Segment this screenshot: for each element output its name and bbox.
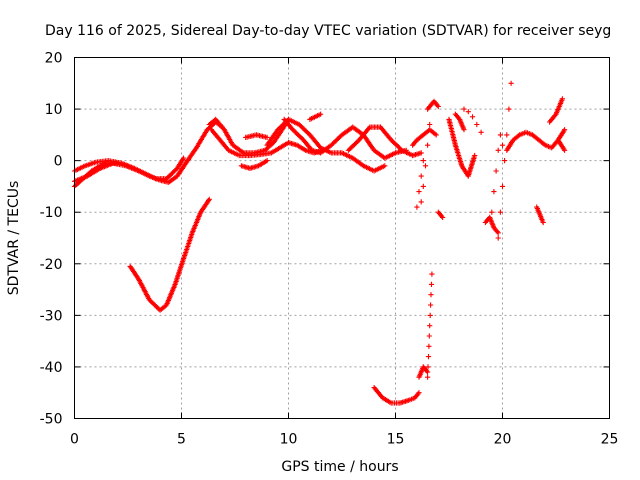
series-track-w [435,209,446,220]
x-tick-label: 25 [601,432,619,448]
series-track-g [238,158,270,171]
series-track-r [418,121,433,205]
series-track-k [307,111,324,122]
series-track-u [452,111,467,133]
axes: 0 5 10 15 20 25 -50 -40 -30 -20 -10 0 10 20 [40,51,619,448]
y-tick-label: -30 [40,308,63,324]
plus-markers [307,111,324,122]
series-track-aa [504,127,568,153]
plus-markers [435,209,446,220]
plus-markers [425,98,441,112]
chart-title: Day 116 of 2025, Sidereal Day-to-day VTE… [45,23,611,39]
y-tick-label: -20 [40,257,63,273]
y-axis-label: SDTVAR / TECUs [6,181,22,296]
plus-markers [547,96,565,125]
series-track-q [425,271,435,380]
series-track-y [489,132,506,215]
series-track-l [345,124,424,159]
series-track-t [446,116,478,179]
plus-markers [416,364,431,380]
series-track-z [495,80,514,241]
plus-markers [555,137,568,153]
series-track-f [208,127,326,159]
series-track-v [461,106,484,135]
y-tick-label: -50 [40,412,63,428]
x-tick-label: 15 [387,432,405,448]
series-track-ac [547,96,565,125]
plus-markers [446,116,478,179]
plus-markers [425,271,435,380]
plus-markers [495,80,514,241]
series-track-ab [534,204,546,226]
series-track-d [127,196,212,313]
series-track-m [371,385,422,406]
series-track-j [281,116,409,161]
plus-markers [243,132,270,140]
plus-markers [208,127,326,159]
y-tick-label: 0 [54,154,63,170]
x-tick-label: 20 [494,432,512,448]
plus-markers [281,116,409,161]
x-tick-label: 0 [70,432,79,448]
plus-markers [418,121,433,205]
plus-markers [452,111,467,133]
plus-markers [489,132,506,215]
series-track-x [482,214,501,236]
plus-markers [127,196,212,313]
y-tick-label: 10 [45,102,63,118]
plus-markers [414,158,426,210]
data-points [71,80,568,406]
x-tick-label: 5 [177,432,186,448]
y-tick-label: -10 [40,205,63,221]
plus-markers [238,158,270,171]
plus-markers [504,127,568,153]
x-tick-label: 10 [280,432,298,448]
plus-markers [410,127,439,148]
series-track-ad [555,137,568,153]
plus-markers [461,106,484,135]
series-track-n [416,364,431,380]
series-track-h [243,132,270,140]
x-axis-label: GPS time / hours [281,459,398,475]
series-track-o [410,127,439,148]
y-tick-label: 20 [45,51,63,67]
plus-markers [534,204,546,226]
plus-markers [371,385,422,406]
y-tick-label: -40 [40,360,63,376]
series-track-s [414,158,426,210]
plot-frame [74,57,610,419]
plus-markers [482,214,501,236]
plus-markers [345,124,424,159]
series-track-p [425,98,441,112]
